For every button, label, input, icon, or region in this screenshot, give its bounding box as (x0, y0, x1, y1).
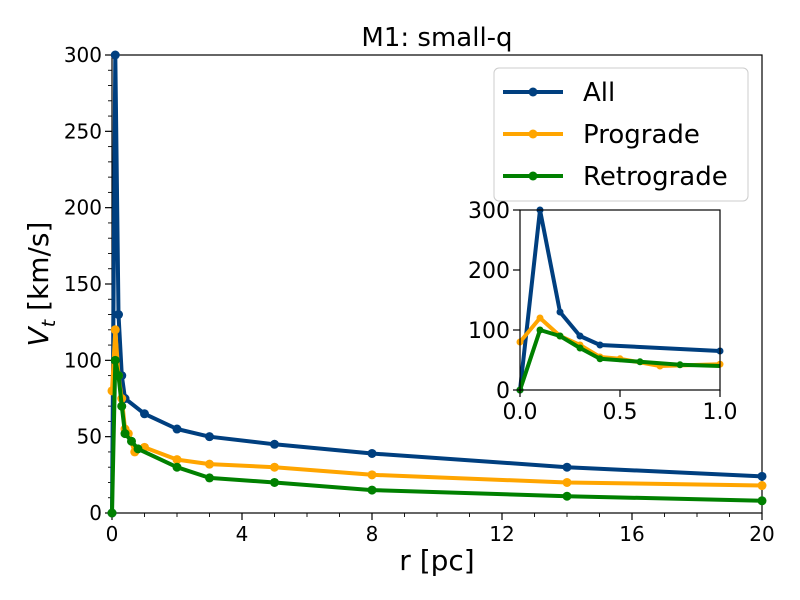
y-tick-label: 250 (64, 119, 102, 143)
inset-y-tick-label: 0 (496, 379, 510, 404)
legend: All Prograde Retrograde (493, 67, 749, 202)
y-axis-label-unit: [km/s] (22, 222, 55, 320)
inset-series (516, 206, 724, 394)
data-point-all (114, 310, 123, 320)
data-point-all (757, 471, 767, 481)
data-point-retrograde (107, 508, 117, 518)
inset-x-tick-label: 1.0 (703, 400, 738, 425)
inset-data-point-retrograde (676, 361, 684, 369)
y-tick-label: 200 (64, 196, 102, 220)
inset-x-tick-label: 0.5 (603, 400, 638, 425)
x-tick-label: 12 (489, 522, 514, 546)
y-axis-label-symbol: V (22, 325, 55, 346)
data-point-prograde (110, 325, 120, 335)
chart-title: M1: small-q (361, 23, 512, 53)
inset-series-line-all (518, 208, 721, 391)
data-point-retrograde (172, 462, 182, 472)
inset-data-point-retrograde (536, 326, 544, 334)
inset-data-point-all (576, 332, 584, 340)
data-point-all (367, 448, 377, 458)
y-tick-label: 100 (64, 348, 102, 372)
inset-y-tick-label: 200 (468, 259, 510, 284)
legend-label-retrograde: Retrograde (583, 162, 728, 192)
legend-marker-prograde (528, 129, 538, 139)
inset-data-point-retrograde (596, 355, 604, 363)
legend-label-prograde: Prograde (583, 120, 700, 150)
data-point-all (110, 50, 120, 60)
inset-x-tick-label: 0.0 (503, 400, 538, 425)
y-tick-label: 150 (64, 272, 102, 296)
data-point-all (270, 439, 279, 449)
data-point-all (562, 462, 572, 472)
data-point-prograde (367, 470, 377, 480)
legend-marker-all (528, 87, 538, 97)
inset-data-point-prograde (536, 314, 544, 322)
inset-data-point-all (556, 308, 564, 316)
legend-label-all: All (583, 78, 615, 108)
y-axis-label-subscript: t (38, 318, 60, 327)
data-point-all (205, 432, 214, 442)
inset-data-point-retrograde (636, 358, 644, 366)
legend-box (493, 67, 749, 202)
data-point-prograde (172, 455, 182, 465)
data-point-all (172, 424, 182, 434)
y-tick-label: 0 (89, 501, 102, 525)
inset-data-point-all (596, 341, 604, 349)
x-axis-label: r [pc] (399, 544, 474, 577)
x-tick-label: 20 (749, 522, 774, 546)
data-point-retrograde (270, 477, 279, 487)
data-point-retrograde (757, 496, 767, 506)
data-point-prograde (562, 477, 572, 487)
data-point-retrograde (117, 401, 127, 411)
x-tick-label: 4 (236, 522, 249, 546)
inset-ticks: 0.0 0.5 1.0 0 100 200 300 (468, 199, 738, 425)
data-point-retrograde (120, 429, 130, 439)
main-series (107, 50, 767, 518)
y-axis-label: Vt [km/s] (22, 222, 60, 347)
inset-background (520, 210, 720, 390)
series-line-all (110, 53, 763, 514)
data-point-prograde (757, 481, 767, 491)
x-tick-label: 8 (366, 522, 379, 546)
data-point-retrograde (133, 444, 143, 454)
x-tick-label: 0 (106, 522, 119, 546)
data-point-retrograde (367, 485, 377, 495)
data-point-all (140, 409, 149, 419)
x-tick-label: 16 (619, 522, 644, 546)
data-point-retrograde (127, 436, 136, 446)
data-point-prograde (205, 459, 214, 469)
data-point-prograde (270, 462, 279, 472)
inset-y-tick-label: 300 (468, 199, 510, 224)
data-point-retrograde (205, 473, 214, 483)
y-tick-label: 50 (77, 425, 102, 449)
data-point-retrograde (110, 355, 120, 365)
data-point-retrograde (562, 491, 572, 501)
data-point-retrograde (114, 371, 123, 381)
inset-data-point-retrograde (556, 332, 564, 340)
inset-y-tick-label: 100 (468, 319, 510, 344)
inset-data-point-retrograde (576, 344, 584, 352)
legend-marker-retrograde (528, 171, 538, 181)
y-tick-label: 300 (64, 43, 102, 67)
